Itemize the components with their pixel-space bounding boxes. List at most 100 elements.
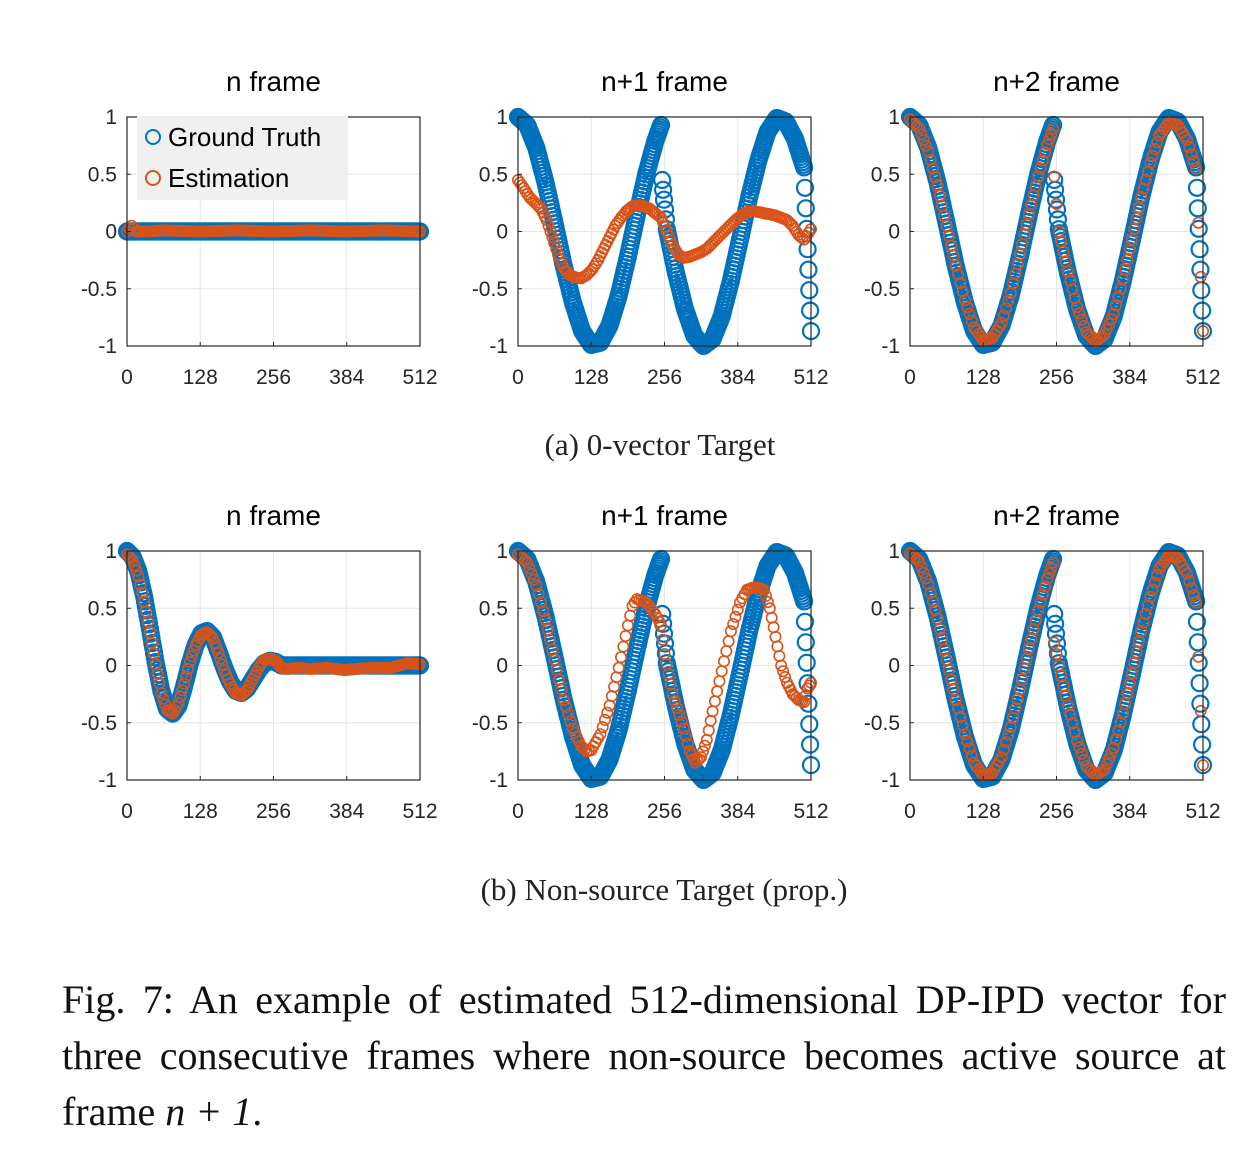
data-point	[1047, 122, 1060, 135]
data-point	[656, 633, 669, 646]
data-point	[800, 301, 820, 320]
data-point	[1002, 294, 1015, 307]
data-point	[530, 579, 543, 592]
legend-label-ground-truth: Ground Truth	[168, 122, 321, 152]
data-point	[1139, 174, 1152, 187]
x-tick-label: 384	[720, 366, 755, 389]
data-point	[919, 139, 932, 152]
data-point	[1047, 200, 1067, 219]
data-point	[1103, 752, 1116, 765]
y-tick-label: -0.5	[472, 712, 508, 735]
y-tick-label: -0.5	[864, 712, 900, 735]
data-point	[1073, 741, 1086, 754]
data-point	[1185, 148, 1198, 161]
figure-caption: Fig. 7: An example of estimated 512-dime…	[62, 972, 1226, 1140]
data-point	[182, 663, 195, 676]
data-point	[717, 655, 730, 668]
data-point	[1137, 616, 1150, 629]
data-point	[773, 649, 786, 662]
x-tick-label: 0	[512, 366, 524, 389]
y-tick-label: -0.5	[472, 278, 508, 301]
y-tick-label: 1	[105, 540, 117, 563]
data-point	[771, 640, 784, 653]
data-point	[952, 702, 965, 715]
data-point	[1039, 146, 1052, 159]
data-point	[1137, 182, 1150, 195]
data-point	[1192, 216, 1205, 229]
series-estimation	[903, 113, 1210, 348]
data-point	[617, 640, 630, 653]
x-tick-label: 512	[793, 800, 828, 823]
data-point	[1183, 141, 1196, 154]
data-point	[1192, 715, 1211, 734]
data-point	[624, 609, 637, 622]
data-point	[1189, 653, 1208, 672]
data-point	[1036, 154, 1049, 167]
data-point	[954, 276, 967, 289]
data-point	[1100, 323, 1113, 336]
data-point	[601, 706, 614, 719]
data-point	[917, 566, 930, 579]
data-point	[1187, 612, 1207, 631]
data-point	[965, 314, 978, 327]
data-point	[956, 719, 969, 732]
data-point	[775, 659, 788, 672]
data-point	[696, 745, 709, 758]
data-point	[765, 611, 778, 624]
series-estimation	[121, 548, 426, 720]
chart-panels: 0 128 256 384 512 1 0.5 0 -0.5 -1 n frame 0 128 256 38…	[81, 66, 1221, 823]
y-tick-label: -1	[489, 769, 508, 792]
data-point	[961, 301, 974, 314]
data-point	[1039, 580, 1052, 593]
data-point	[917, 133, 930, 146]
x-tick-label: 0	[904, 366, 916, 389]
y-tick-label: -0.5	[864, 278, 900, 301]
data-point	[675, 715, 688, 728]
data-point	[1066, 283, 1079, 296]
data-point	[1043, 133, 1056, 146]
data-point	[799, 260, 818, 279]
data-point	[1002, 728, 1015, 741]
data-point	[795, 612, 815, 631]
data-point	[1114, 716, 1127, 729]
data-point	[1183, 575, 1196, 588]
x-tick-label: 128	[966, 366, 1001, 389]
data-point	[1000, 736, 1013, 749]
y-tick-label: -1	[881, 769, 900, 792]
data-point	[1139, 607, 1152, 620]
x-tick-label: 512	[1185, 800, 1220, 823]
data-point	[1061, 265, 1074, 278]
y-tick-label: 0.5	[88, 597, 117, 620]
data-point	[954, 710, 967, 723]
data-point	[679, 730, 692, 743]
data-point	[949, 259, 962, 272]
data-point	[654, 190, 674, 209]
data-point	[1189, 219, 1208, 238]
x-tick-label: 128	[574, 800, 609, 823]
data-point	[612, 661, 625, 674]
y-tick-label: -1	[881, 335, 900, 358]
data-point	[1186, 592, 1206, 611]
data-point	[1190, 162, 1203, 175]
data-point	[1185, 582, 1198, 595]
data-point	[656, 644, 676, 663]
data-point	[1073, 307, 1086, 320]
data-point	[720, 645, 733, 658]
data-point	[128, 559, 141, 572]
data-point	[521, 556, 534, 569]
data-point	[216, 658, 229, 671]
data-point	[1135, 191, 1148, 204]
data-point	[1050, 198, 1063, 211]
data-point	[180, 670, 193, 683]
data-point	[913, 555, 926, 568]
data-point	[1048, 636, 1061, 649]
data-point	[1187, 589, 1200, 602]
data-point	[546, 231, 559, 244]
data-point	[531, 198, 544, 211]
data-point	[155, 686, 168, 699]
data-point	[958, 728, 971, 741]
data-point	[560, 700, 573, 713]
data-point	[800, 735, 820, 754]
data-point	[1034, 162, 1047, 175]
data-point	[596, 720, 609, 733]
